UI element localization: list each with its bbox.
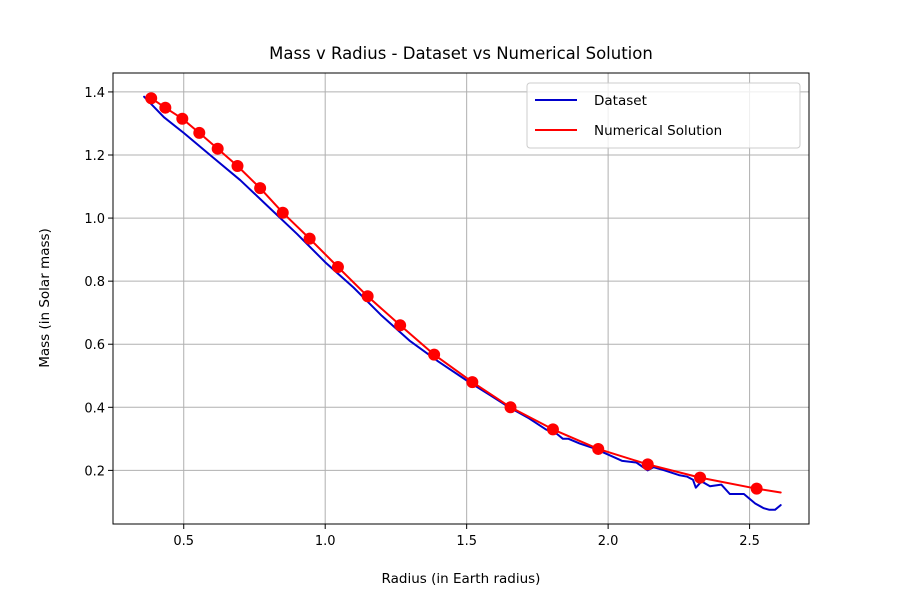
- x-tick-label: 1.5: [456, 534, 477, 549]
- data-point-numerical-solution: [504, 401, 517, 414]
- grid: [113, 73, 809, 524]
- data-point-numerical-solution: [211, 142, 224, 155]
- legend: Dataset Numerical Solution: [526, 82, 801, 149]
- data-point-numerical-solution: [231, 160, 244, 173]
- plot-frame: [112, 72, 810, 525]
- y-tick-label: 1.2: [84, 149, 105, 164]
- data-point-numerical-solution: [428, 348, 441, 361]
- data-point-numerical-solution: [176, 112, 189, 125]
- legend-label-dataset: Dataset: [594, 93, 647, 109]
- y-tick-label: 0.4: [84, 401, 105, 416]
- x-axis-label: Radius (in Earth radius): [382, 571, 541, 587]
- x-tick-label: 2.0: [598, 534, 619, 549]
- data-point-numerical-solution: [159, 101, 172, 114]
- series-layer: [143, 92, 782, 511]
- data-point-numerical-solution: [361, 290, 374, 303]
- legend-label-numerical-solution: Numerical Solution: [594, 123, 722, 139]
- data-point-numerical-solution: [331, 260, 344, 273]
- data-point-numerical-solution: [276, 206, 289, 219]
- data-point-numerical-solution: [145, 92, 158, 105]
- data-point-numerical-solution: [750, 482, 763, 495]
- data-point-numerical-solution: [694, 471, 707, 484]
- series-line-dataset: [143, 95, 782, 511]
- chart-title: Mass v Radius - Dataset vs Numerical Sol…: [269, 44, 653, 63]
- x-tick-label: 1.0: [315, 534, 336, 549]
- legend-box: [526, 82, 801, 149]
- x-tick-label: 0.5: [173, 534, 194, 549]
- data-point-numerical-solution: [546, 423, 559, 436]
- y-tick-label: 0.2: [84, 464, 105, 479]
- y-tick-label: 1.0: [84, 212, 105, 227]
- data-point-numerical-solution: [592, 442, 605, 455]
- y-tick-label: 1.4: [84, 86, 105, 101]
- data-point-numerical-solution: [193, 126, 206, 139]
- data-point-numerical-solution: [641, 458, 654, 471]
- y-axis-label: Mass (in Solar mass): [37, 228, 53, 368]
- y-tick-label: 0.6: [84, 338, 105, 353]
- axis-ticks: 0.5 1.0 1.5 2.0 2.5 0.2 0.4 0.6 0.8 1.0 1.2 1.4: [84, 86, 760, 549]
- data-point-numerical-solution: [254, 182, 267, 195]
- data-point-numerical-solution: [394, 319, 407, 332]
- data-point-numerical-solution: [466, 376, 479, 389]
- y-tick-label: 0.8: [84, 275, 105, 290]
- x-tick-label: 2.5: [739, 534, 760, 549]
- data-point-numerical-solution: [303, 232, 316, 245]
